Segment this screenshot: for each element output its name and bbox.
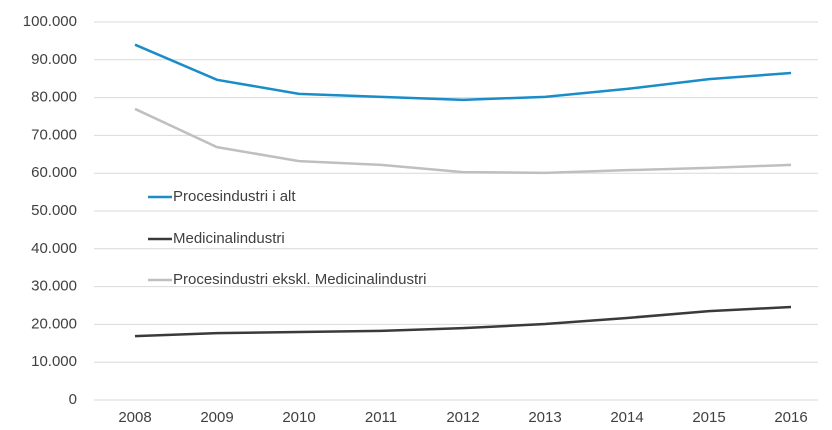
legend-label: Procesindustri ekskl. Medicinalindustri xyxy=(173,271,426,288)
x-tick-label: 2010 xyxy=(282,409,315,425)
y-tick-label: 50.000 xyxy=(31,202,77,219)
y-tick-label: 10.000 xyxy=(31,353,77,370)
x-tick-label: 2012 xyxy=(446,409,479,425)
x-tick-label: 2011 xyxy=(365,409,397,425)
x-tick-label: 2013 xyxy=(528,409,561,425)
x-tick-label: 2009 xyxy=(200,409,233,425)
y-tick-label: 90.000 xyxy=(31,51,77,68)
y-tick-label: 100.000 xyxy=(23,13,77,30)
y-tick-label: 70.000 xyxy=(31,126,77,143)
y-tick-label: 20.000 xyxy=(31,315,77,332)
legend-label: Procesindustri i alt xyxy=(173,188,296,205)
x-tick-label: 2015 xyxy=(692,409,725,425)
series-line xyxy=(134,305,792,338)
y-tick-label: 0 xyxy=(69,391,77,408)
x-tick-label: 2014 xyxy=(610,409,643,425)
y-tick-label: 40.000 xyxy=(31,240,77,257)
x-tick-label: 2008 xyxy=(118,409,151,425)
series-line xyxy=(134,107,792,175)
y-tick-label: 30.000 xyxy=(31,278,77,295)
y-tick-label: 80.000 xyxy=(31,89,77,106)
series-line xyxy=(134,43,792,102)
y-tick-label: 60.000 xyxy=(31,164,77,181)
legend-label: Medicinalindustri xyxy=(173,230,285,247)
x-tick-label: 2016 xyxy=(774,409,807,425)
